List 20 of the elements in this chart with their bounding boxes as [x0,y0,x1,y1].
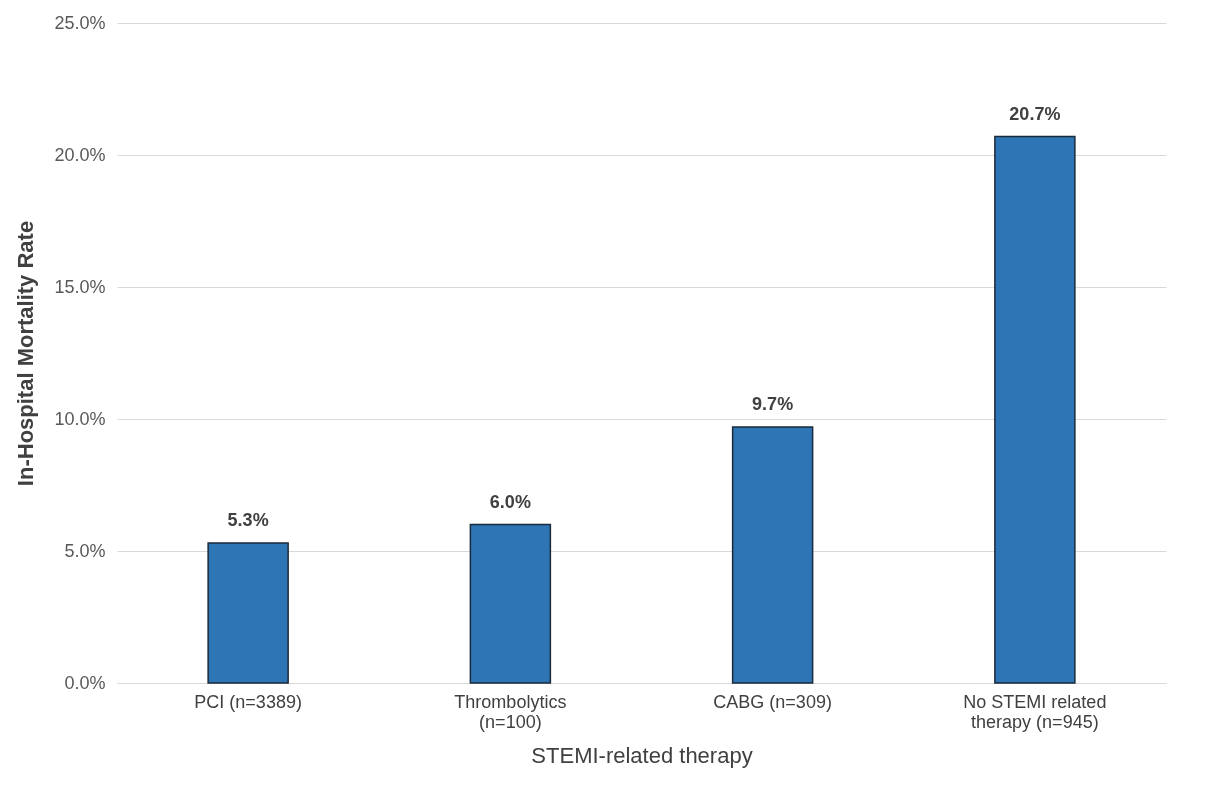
x-tick-label: CABG (n=309) [713,691,832,712]
data-label: 6.0% [489,491,531,512]
x-tick-label: Thrombolytics (n=100) [454,691,567,732]
x-tick-label: PCI (n=3389) [194,691,302,712]
y-tick-label: 5.0% [64,540,106,561]
y-tick-label: 20.0% [54,144,106,165]
data-label: 9.7% [752,393,794,414]
data-label: 5.3% [227,510,269,531]
bar [469,523,552,684]
data-label: 20.7% [1009,103,1061,124]
y-tick-label: 25.0% [54,12,106,33]
x-axis-title: STEMI-related therapy [531,742,753,768]
bar [731,426,814,684]
y-tick-label: 15.0% [54,276,106,297]
bar [994,135,1076,684]
bar [207,542,289,684]
x-tick-label: No STEMI related therapy (n=945) [963,691,1107,732]
y-tick-label: 0.0% [64,672,106,693]
y-tick-label: 10.0% [54,408,106,429]
y-axis-title: In-Hospital Mortality Rate [13,220,39,487]
